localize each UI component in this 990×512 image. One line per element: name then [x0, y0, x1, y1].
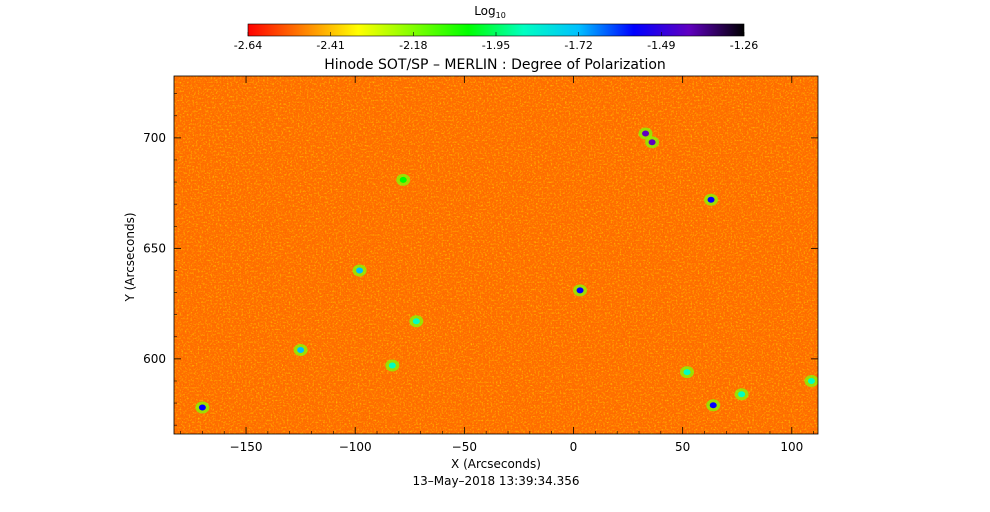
colorbar-tick-label: -2.41: [316, 39, 344, 52]
polarization-feature: [356, 267, 364, 274]
timestamp: 13–May–2018 13:39:34.356: [412, 474, 579, 488]
polarization-feature: [576, 287, 584, 294]
polarization-feature: [648, 139, 656, 146]
x-axis-label: X (Arcseconds): [451, 457, 541, 471]
polarization-feature: [399, 176, 407, 183]
colorbar-tick-label: -1.95: [482, 39, 510, 52]
polarization-feature: [807, 377, 815, 384]
polarization-feature: [709, 402, 717, 409]
colorbar-tick-label: -2.18: [399, 39, 427, 52]
x-tick-label: 0: [570, 440, 578, 454]
x-tick-label: −100: [339, 440, 372, 454]
polarization-feature: [683, 369, 691, 376]
x-tick-label: 50: [675, 440, 690, 454]
polarization-feature: [642, 130, 650, 137]
plot-frame: [173, 75, 819, 435]
polarization-feature: [738, 391, 746, 398]
y-tick-label: 600: [143, 352, 166, 366]
colorbar-tick-label: -1.49: [647, 39, 675, 52]
polarization-feature: [297, 347, 305, 354]
x-tick-label: −150: [230, 440, 263, 454]
colorbar-tick-label: -2.64: [234, 39, 262, 52]
chart-title: Hinode SOT/SP – MERLIN : Degree of Polar…: [324, 57, 666, 73]
x-tick-label: −50: [452, 440, 477, 454]
y-tick-label: 650: [143, 241, 166, 255]
colorbar-tick-label: -1.26: [730, 39, 758, 52]
colorbar-tick-label: -1.72: [564, 39, 592, 52]
heatmap-image: [174, 76, 818, 434]
colorbar-ticks: -2.64 -2.41 -2.18 -1.95 -1.72 -1.49 -1.26: [234, 32, 758, 52]
polarization-feature: [707, 196, 715, 203]
polarization-feature: [388, 362, 396, 369]
y-tick-label: 700: [143, 131, 166, 145]
y-axis: 600 650 700: [143, 93, 818, 426]
y-axis-label: Y (Arcseconds): [123, 212, 137, 302]
x-axis: −150 −100 −50 0 50 100: [180, 76, 814, 454]
polarization-feature: [198, 404, 206, 411]
polarization-feature: [412, 318, 420, 325]
x-tick-label: 100: [780, 440, 803, 454]
colorbar-label: Log10: [474, 4, 506, 20]
